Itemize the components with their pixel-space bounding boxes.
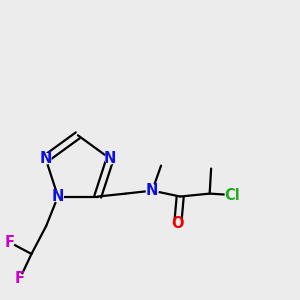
Circle shape [225, 188, 240, 203]
Circle shape [146, 185, 158, 197]
Text: Cl: Cl [225, 188, 241, 202]
Text: N: N [40, 151, 52, 166]
Text: N: N [52, 189, 64, 204]
Text: N: N [104, 151, 116, 166]
Circle shape [53, 191, 63, 202]
Circle shape [5, 238, 14, 247]
Circle shape [172, 218, 183, 228]
Text: F: F [15, 272, 25, 286]
Text: O: O [172, 215, 184, 230]
Circle shape [15, 274, 24, 284]
Circle shape [105, 153, 116, 164]
Circle shape [40, 153, 51, 164]
Text: F: F [4, 235, 14, 250]
Text: N: N [146, 183, 158, 198]
